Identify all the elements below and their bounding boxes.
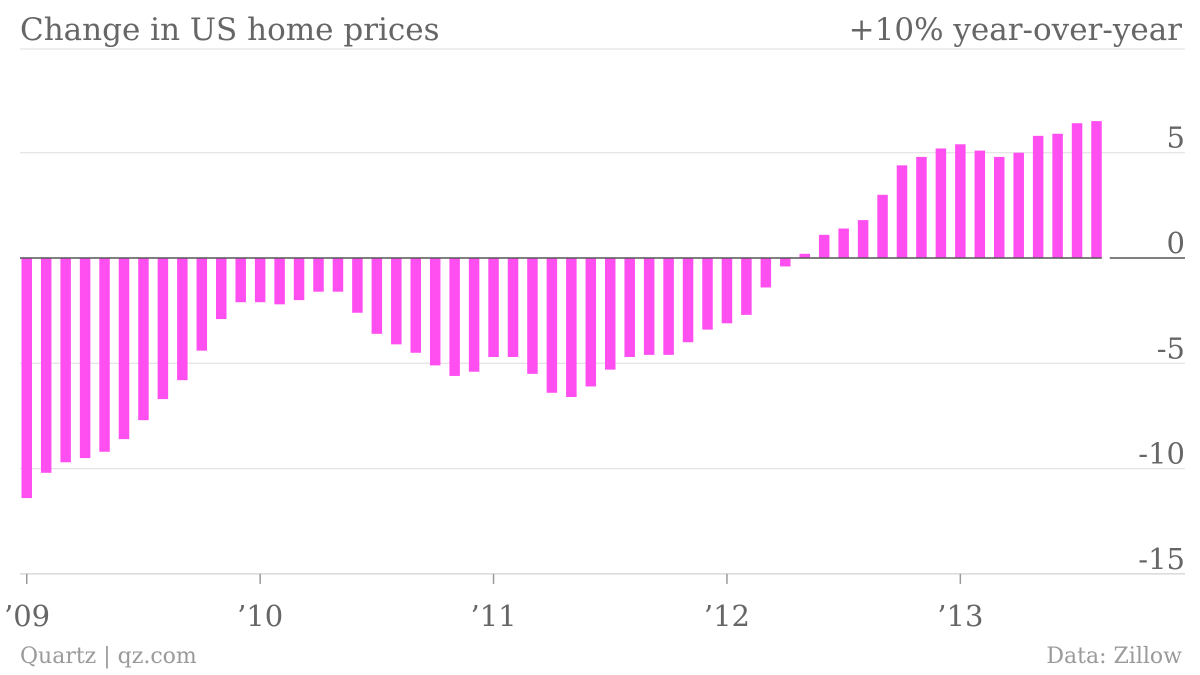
bar [877,194,888,258]
bar [838,228,849,258]
bar [196,258,208,351]
bar [60,258,71,463]
bar [99,258,110,452]
y-tick-label: -15 [1138,542,1185,576]
bar [254,258,266,303]
bar [1071,123,1083,258]
bar [974,150,986,258]
y-tick-label: -10 [1138,437,1185,471]
bar [449,258,460,376]
bar [760,258,772,288]
bar [332,258,344,292]
footer-credit: Quartz | qz.com [20,644,197,669]
bar [371,258,383,334]
bar [741,258,752,315]
y-tick-label: -5 [1157,331,1185,365]
y-tick-label: 0 [1167,226,1185,260]
bar [235,258,246,303]
bar [1091,121,1102,258]
bar [585,258,597,387]
bar [507,258,519,357]
bar [546,258,558,393]
bar [682,258,694,343]
bar [1032,135,1044,258]
chart-subtitle: +10% year-over-year [848,12,1182,48]
bar [1052,133,1063,258]
bar [40,258,52,473]
bar [643,258,655,355]
bar [410,258,421,353]
chart-title: Change in US home prices [20,12,440,48]
bar [352,258,363,313]
bar [780,258,791,267]
bar [177,258,188,381]
bar [118,258,130,440]
x-tick-label: ’13 [937,599,983,633]
bar [468,258,480,372]
axes: 5 0 -5 -10 -15 ’09 ’10 ’11 ’12 ’13 [4,121,1185,633]
x-tick-label: ’12 [704,599,750,633]
bar [488,258,499,357]
bar [935,148,947,258]
bars [21,121,1102,499]
bar [663,258,674,355]
x-tick-label: ’09 [4,599,50,633]
bar [1013,152,1024,258]
bar [157,258,169,400]
bar [293,258,305,301]
bar [391,258,402,345]
bar [624,258,635,357]
x-tick-label: ’10 [237,599,283,633]
bar [857,220,869,258]
bar [79,258,91,459]
bar [138,258,149,421]
bar [994,156,1005,258]
bar [916,156,927,258]
bar [313,258,324,292]
x-tick-label: ’11 [470,599,516,633]
bar [566,258,577,397]
bar [818,234,830,258]
bar [216,258,227,320]
grid-lines [20,48,1185,575]
bar [21,258,32,499]
bar [721,258,733,324]
bar [702,258,713,330]
bar [605,258,616,370]
bar [274,258,285,305]
bar [527,258,538,374]
footer-source: Data: Zillow [1046,644,1182,669]
y-tick-label: 5 [1167,121,1185,155]
bar [896,165,908,258]
bar [429,258,441,366]
bar [799,253,810,258]
bar [955,144,966,258]
